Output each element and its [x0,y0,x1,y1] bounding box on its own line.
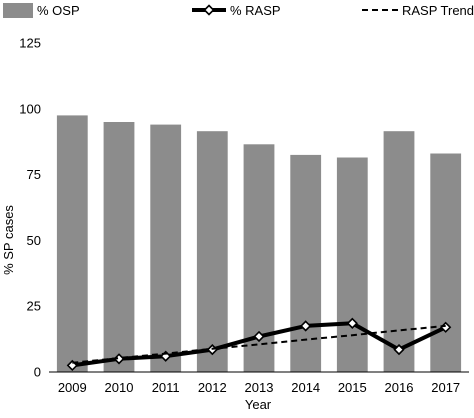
bar-series [56,115,462,373]
legend: % OSP % RASP RASP Trend [3,3,474,18]
x-axis-label: Year [245,397,272,412]
line-series [66,317,452,372]
point-rasp-2010 [113,353,125,365]
bar-osp-2015 [336,157,368,372]
axis-labels: % SP cases Year [1,205,272,412]
point-rasp-2015 [346,317,358,329]
y-tick-label-0: 0 [34,365,41,380]
legend-marker-rasp [203,4,215,16]
bar-osp-2017 [430,153,462,372]
bar-osp-2016 [383,131,415,372]
point-rasp-2016 [393,343,405,356]
bar-osp-2012 [196,131,228,372]
legend-label-rasp: % RASP [230,3,281,18]
bar-osp-2009 [56,115,88,373]
point-rasp-2014 [300,320,312,332]
y-tick-label-75: 75 [27,167,41,182]
x-tick-label-2011: 2011 [152,380,180,395]
y-tick-label-25: 25 [27,299,41,314]
y-tick-label-50: 50 [27,233,41,248]
x-tick-label-2012: 2012 [198,380,227,395]
point-rasp-2013 [253,330,265,343]
x-tick-label-2015: 2015 [338,380,367,395]
bar-osp-2014 [290,154,322,372]
legend-label-osp: % OSP [37,3,80,18]
x-tick-label-2013: 2013 [245,380,274,395]
legend-swatch-osp [3,3,33,18]
x-tick-label-2017: 2017 [431,380,460,395]
bar-osp-2010 [103,122,135,372]
bar-osp-2011 [150,124,182,372]
y-tick-label-125: 125 [19,36,41,51]
axes: 0 25 50 75 100 125 2009 2010 2011 2012 2013 2014 201… [19,36,469,395]
x-tick-label-2016: 2016 [385,380,414,395]
legend-label-trend: RASP Trend [402,3,474,18]
x-tick-label-2014: 2014 [291,380,320,395]
y-tick-label-100: 100 [19,101,41,116]
line-trend [72,324,446,364]
x-tick-label-2009: 2009 [58,380,87,395]
x-tick-label-2010: 2010 [105,380,134,395]
y-axis-label: % SP cases [1,205,16,275]
